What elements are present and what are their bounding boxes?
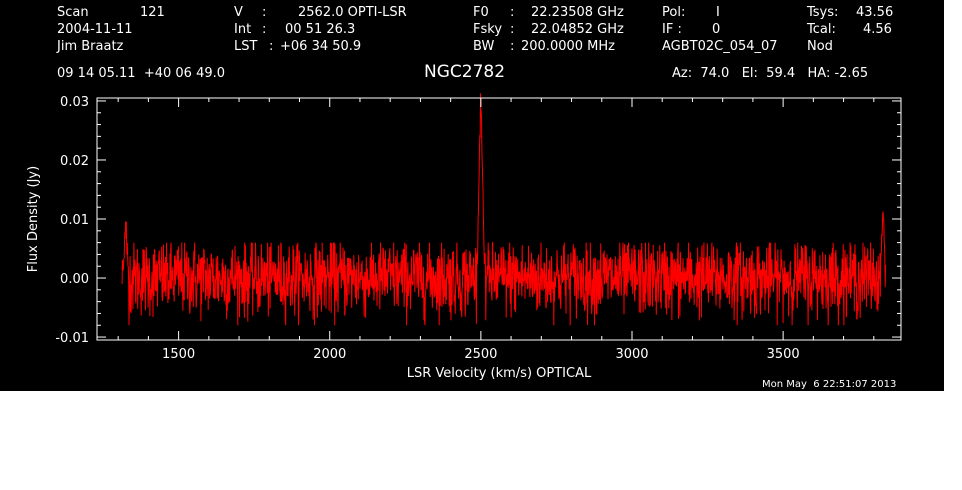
pol-label: Pol:: [662, 5, 686, 20]
int-label: Int: [234, 22, 252, 37]
velocity-label: V: [234, 5, 243, 20]
source-coordinates: 09 14 05.11 +40 06 49.0: [57, 66, 226, 81]
y-tick-label: 0.03: [60, 95, 89, 110]
tcal-label: Tcal:: [807, 22, 836, 37]
x-tick-label: 3000: [615, 347, 648, 362]
project-id: AGBT02C_054_07: [662, 39, 778, 54]
scan-label: Scan: [57, 5, 89, 20]
lst-value: +06 34 50.9: [280, 39, 362, 54]
int-value: 00 51 26.3: [285, 22, 356, 37]
y-axis-label: Flux Density (Jy): [26, 166, 41, 272]
plot-timestamp: Mon May 6 22:51:07 2013: [762, 379, 897, 390]
y-tick-label: 0.02: [60, 154, 89, 169]
plot-frame: [96, 97, 902, 341]
y-tick-label: 0.00: [60, 272, 89, 287]
x-tick-label: 2500: [464, 347, 497, 362]
az-el-ha: Az: 74.0 El: 59.4 HA: -2.65: [672, 66, 869, 81]
spectrum-trace: [121, 93, 887, 326]
y-tick-label: 0.01: [60, 213, 89, 228]
spectrum-panel: Scan 121 V : 2562.0 OPTI-LSR F0 : 22.235…: [0, 0, 944, 391]
tcal-value: 4.56: [863, 22, 892, 37]
obs-date: 2004-11-11: [57, 22, 133, 37]
x-tick-label: 1500: [162, 347, 195, 362]
scan-value: 121: [140, 5, 165, 20]
obs-mode: Nod: [807, 39, 833, 54]
x-tick-label: 2000: [313, 347, 346, 362]
bw-value: 200.0000 MHz: [521, 39, 615, 54]
spectrum-plot: 1500 2000 2500 3000 3500 -0.01 0.00 0.01 0.02 0.0…: [26, 93, 902, 381]
pol-value: I: [716, 5, 720, 20]
velocity-value: 2562.0 OPTI-LSR: [298, 5, 407, 20]
observer-name: Jim Braatz: [57, 39, 124, 54]
y-tick-label: -0.01: [55, 331, 89, 346]
fsky-label: Fsky: [473, 22, 503, 37]
f0-label: F0: [473, 5, 489, 20]
f0-value: 22.23508 GHz: [531, 5, 624, 20]
x-tick-label: 3500: [767, 347, 800, 362]
axis-ticks: 1500 2000 2500 3000 3500 -0.01 0.00 0.01 0.02 0.0…: [55, 95, 901, 362]
tsys-value: 43.56: [856, 5, 894, 20]
tsys-label: Tsys:: [807, 5, 839, 20]
source-name: NGC2782: [424, 62, 506, 82]
x-axis-label: LSR Velocity (km/s) OPTICAL: [407, 366, 592, 381]
if-value: 0: [712, 22, 721, 37]
bw-label: BW: [473, 39, 495, 54]
if-label: IF :: [662, 22, 682, 37]
spectrum-line: [121, 93, 887, 326]
fsky-value: 22.04852 GHz: [531, 22, 624, 37]
lst-label: LST: [234, 39, 258, 54]
